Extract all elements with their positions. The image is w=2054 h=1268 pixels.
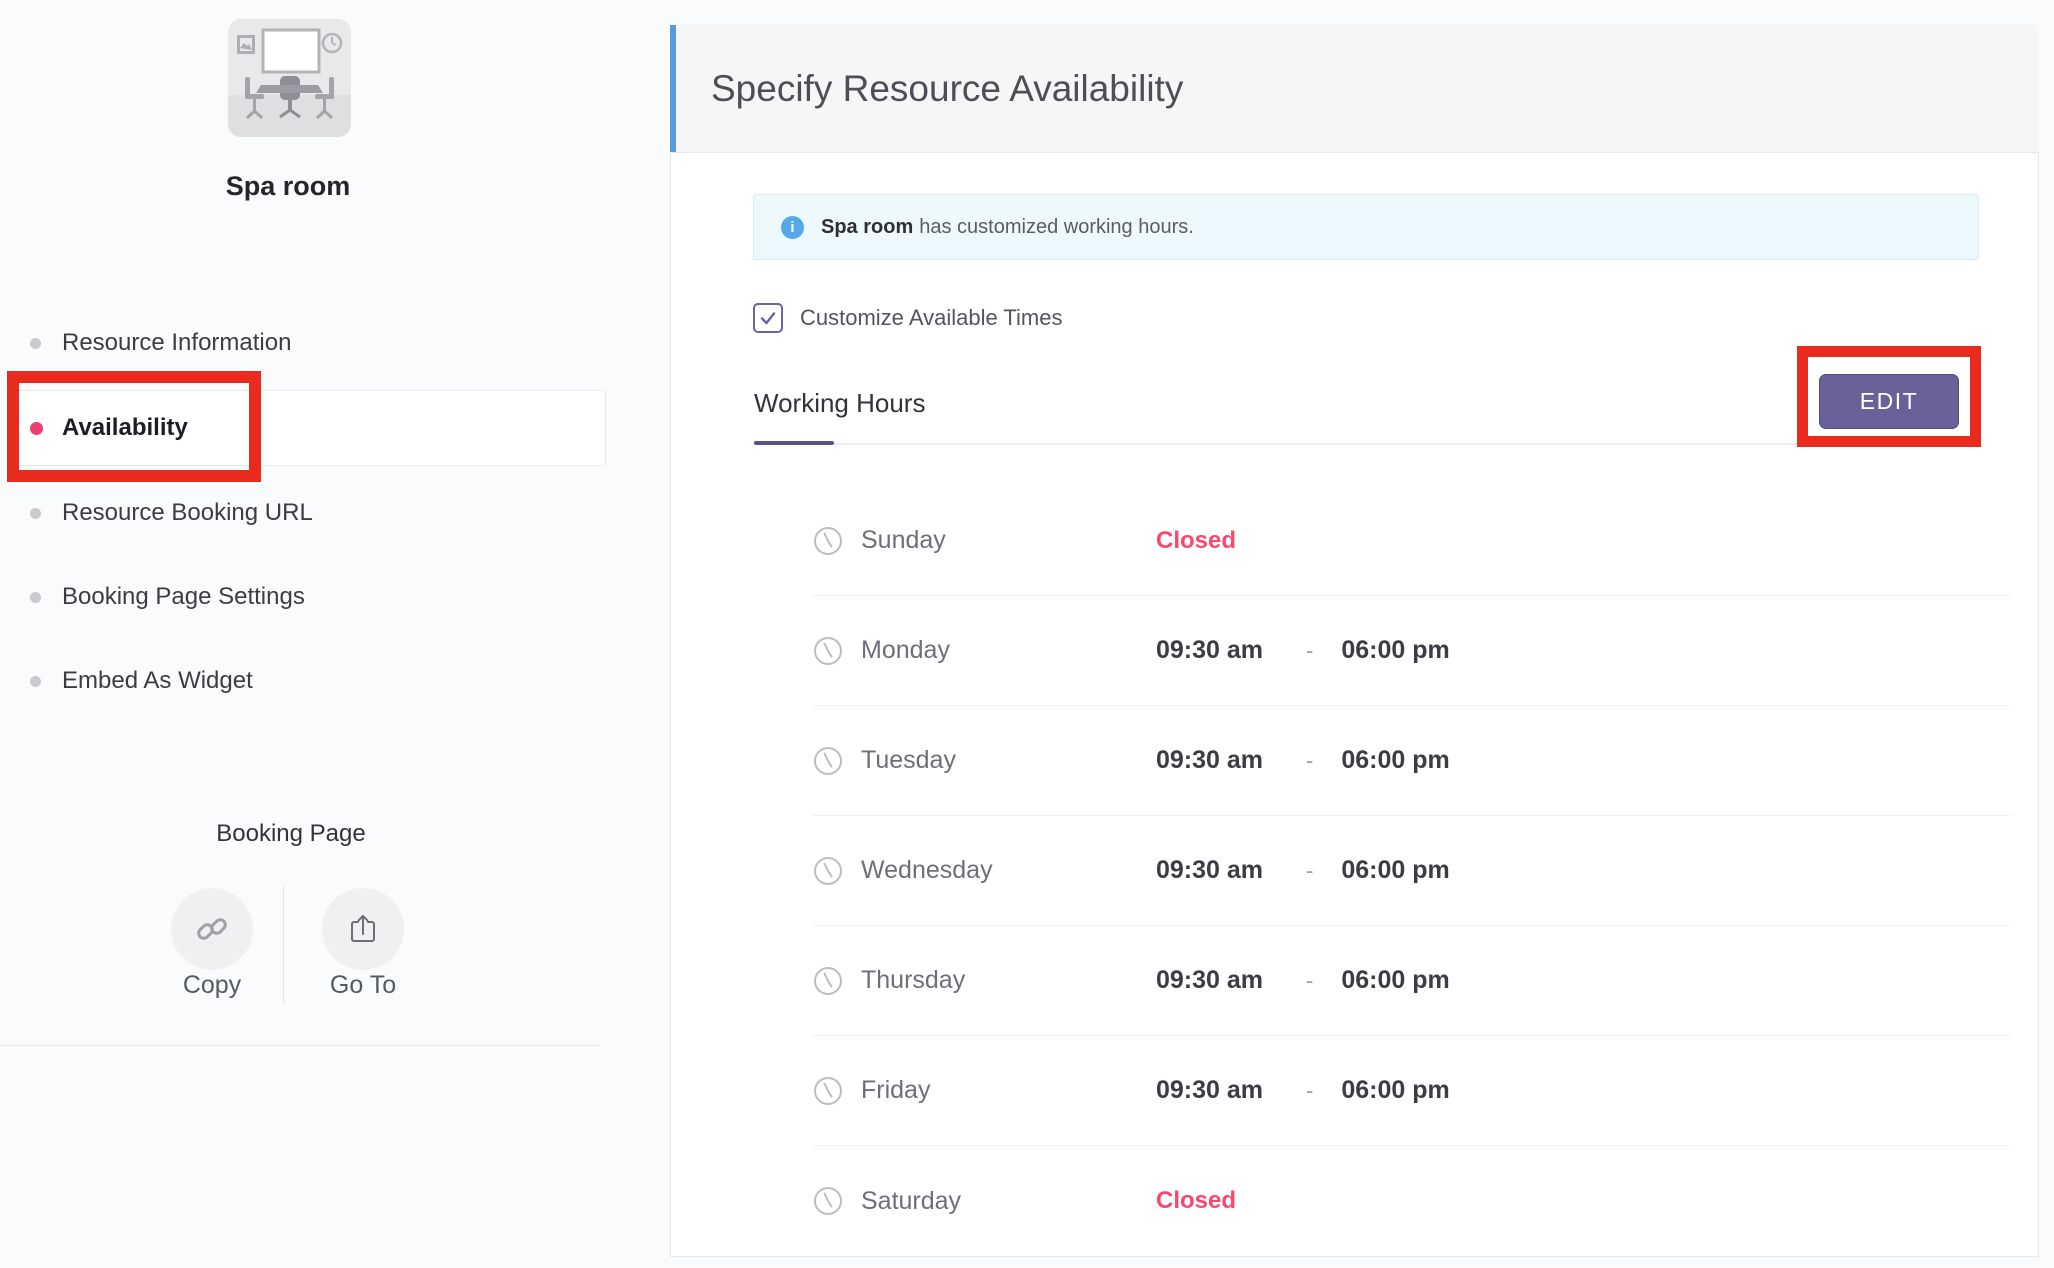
end-time: 06:00 pm [1341,636,1450,664]
end-time: 06:00 pm [1341,856,1450,884]
time-range-separator: - [1306,637,1314,663]
sidebar-item-resource-information[interactable]: Resource Information [30,326,291,360]
start-time: 09:30 am [1156,746,1264,774]
active-nav-card [8,390,606,466]
info-icon: i [781,215,804,239]
clock-icon [814,856,842,885]
sidebar-item-booking-page-settings[interactable]: Booking Page Settings [30,580,305,614]
time-range-separator: - [1306,967,1314,993]
info-banner-text: Spa room has customized working hours. [821,216,1194,239]
nav-item-label: Resource Information [62,329,292,356]
time-range-separator: - [1306,1077,1314,1103]
sidebar-item-embed-as-widget[interactable]: Embed As Widget [30,664,253,698]
nav-bullet-icon [30,507,41,519]
info-banner-resource-name: Spa room [821,215,914,238]
day-name: Monday [861,636,950,664]
checkmark-icon [760,312,776,325]
customize-times-label[interactable]: Customize Available Times [800,305,1063,330]
panel-header: Specify Resource Availability [670,25,2039,153]
working-hours-row: Thursday 09:30 am - 06:00 pm [813,926,2010,1036]
page-title: Specify Resource Availability [711,68,1184,109]
working-hours-underline [754,443,1801,445]
sidebar-item-resource-booking-url[interactable]: Resource Booking URL [30,496,313,530]
resource-name: Spa room [225,171,351,201]
working-hours-row: Sunday Closed [813,486,2010,596]
clock-icon [814,746,842,775]
nav-bullet-icon [30,337,41,349]
nav-item-label: Embed As Widget [62,667,253,694]
working-hours-list: Sunday Closed Monday 09:30 am - 06:00 pm… [671,486,2038,1256]
day-name: Tuesday [861,746,956,774]
closed-badge: Closed [1156,526,1237,554]
day-name: Saturday [861,1186,962,1215]
clock-icon [814,966,842,995]
nav-bullet-icon [30,675,41,687]
working-hours-row: Saturday Closed [813,1146,2010,1256]
share-icon [351,915,375,942]
resource-avatar [228,19,351,137]
edit-working-hours-button[interactable]: EDIT [1819,374,1959,429]
nav-item-label: Resource Booking URL [62,499,313,526]
meeting-room-icon [237,28,343,120]
working-hours-row: Tuesday 09:30 am - 06:00 pm [813,706,2010,816]
customize-times-checkbox[interactable] [753,303,783,333]
start-time: 09:30 am [1156,856,1264,884]
working-hours-underline-accent [754,441,834,445]
closed-badge: Closed [1156,1187,1237,1214]
clock-icon [814,526,842,555]
day-name: Wednesday [861,856,993,884]
nav-bullet-icon [30,591,41,603]
start-time: 09:30 am [1156,1076,1264,1104]
info-banner-message: has customized working hours. [919,215,1194,238]
working-hours-row: Wednesday 09:30 am - 06:00 pm [813,816,2010,926]
customize-times-row: Customize Available Times [753,302,1063,334]
working-hours-row: Friday 09:30 am - 06:00 pm [813,1036,2010,1146]
goto-booking-page-button[interactable] [322,888,404,970]
nav-bullet-icon [30,421,43,435]
header-accent-bar [670,25,676,152]
end-time: 06:00 pm [1341,746,1450,774]
start-time: 09:30 am [1156,636,1264,664]
booking-page-divider [283,886,284,1004]
day-name: Friday [861,1076,931,1104]
working-hours-row: Monday 09:30 am - 06:00 pm [813,596,2010,706]
time-range-separator: - [1306,857,1314,883]
availability-panel: Specify Resource Availability i Spa room… [670,25,2039,1257]
nav-item-label: Booking Page Settings [62,583,305,610]
end-time: 06:00 pm [1341,1076,1450,1104]
clock-icon [814,1187,842,1215]
clock-icon [814,636,842,665]
sidebar-item-availability[interactable]: Availability [30,411,188,445]
sidebar-bottom-divider [0,1045,600,1046]
working-hours-heading: Working Hours [754,388,926,418]
start-time: 09:30 am [1156,966,1264,994]
booking-page-heading: Booking Page [216,820,366,847]
link-icon [197,918,227,940]
time-range-separator: - [1306,747,1314,773]
info-banner: i Spa room has customized working hours. [753,194,1979,260]
goto-button-label[interactable]: Go To [329,971,397,999]
end-time: 06:00 pm [1341,966,1450,994]
copy-button-label[interactable]: Copy [182,971,242,999]
copy-booking-url-button[interactable] [171,888,253,970]
day-name: Sunday [861,526,946,554]
clock-icon [814,1076,842,1105]
nav-item-label: Availability [62,414,188,441]
day-name: Thursday [861,966,966,994]
